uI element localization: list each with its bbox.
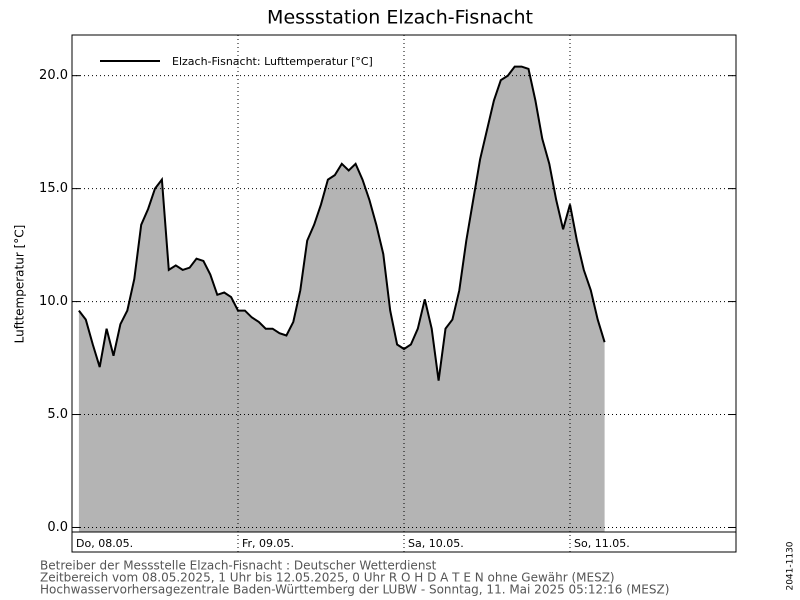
plot-frame <box>71 34 737 553</box>
x-tick-label: So, 11.05. <box>574 537 630 550</box>
y-tick-label: 20.0 <box>39 68 68 83</box>
line <box>78 65 606 381</box>
code: 2041-1130 <box>786 541 796 590</box>
y-tick-label: 5.0 <box>47 407 68 422</box>
x-tick-label: Do, 08.05. <box>76 537 133 550</box>
y-tick-label: 0.0 <box>47 520 68 535</box>
y-tick-label: 15.0 <box>39 181 68 196</box>
legend-label: Elzach-Fisnacht: Lufttemperatur [°C] <box>172 55 373 68</box>
area <box>78 66 605 532</box>
footnote: Zeitbereich vom 08.05.2025, 1 Uhr bis 12… <box>40 571 615 585</box>
x-tick-label: Sa, 10.05. <box>408 537 464 550</box>
x-tick-label: Fr, 09.05. <box>242 537 294 550</box>
footnote: Betreiber der Messstelle Elzach-Fisnacht… <box>40 559 437 573</box>
y-tick-label: 10.0 <box>39 294 68 309</box>
footnote: Hochwasservorhersagezentrale Baden-Württ… <box>40 583 669 597</box>
y-axis-label: Lufttemperatur [°C] <box>13 225 27 344</box>
chart-title: Messstation Elzach-Fisnacht <box>267 7 533 29</box>
